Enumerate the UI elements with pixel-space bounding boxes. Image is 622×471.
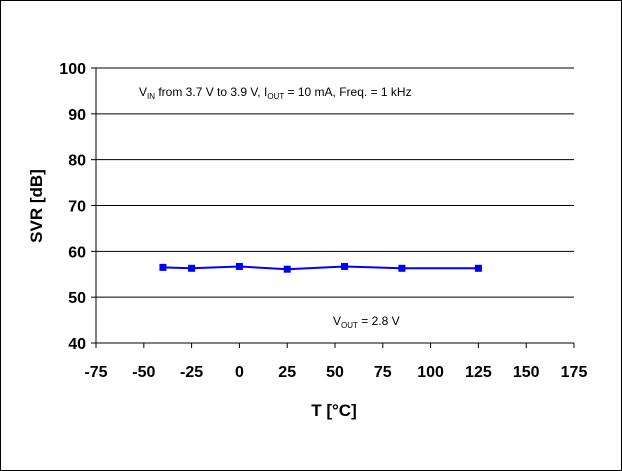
y-tick-label-100: 100 (59, 61, 86, 78)
y-tick-labels: 40 50 60 70 80 90 100 (59, 61, 86, 353)
vout-v-sub: OUT (341, 321, 358, 330)
y-axis-title: SVR [dB] (27, 169, 46, 243)
y-tick-label-70: 70 (68, 199, 86, 216)
gridlines (96, 67, 574, 298)
data-point-5 (398, 264, 406, 272)
x-tick-label-50: 50 (326, 364, 344, 381)
y-tick-label-50: 50 (68, 290, 86, 307)
conditions-i-sub: OUT (267, 92, 284, 101)
x-tick-label-175: 175 (561, 364, 588, 381)
y-tick-label-40: 40 (68, 336, 86, 353)
series-svr (159, 262, 482, 273)
conditions-annotation: VIN from 3.7 V to 3.9 V, IOUT = 10 mA, F… (139, 85, 412, 101)
conditions-mid: from 3.7 V to 3.9 V, I (155, 85, 267, 99)
x-tick-label--25: -25 (180, 364, 203, 381)
x-tick-label-0: 0 (235, 364, 244, 381)
x-tick-label-125: 125 (465, 364, 492, 381)
y-tick-label-80: 80 (68, 153, 86, 170)
x-axis-title: T [°C] (311, 401, 357, 420)
conditions-v-sub: IN (147, 92, 155, 101)
y-tick-label-90: 90 (68, 107, 86, 124)
data-point-0 (159, 263, 167, 271)
x-tick-label-100: 100 (417, 364, 444, 381)
series-line (162, 265, 479, 271)
conditions-v: V (139, 85, 147, 99)
x-tick-label-25: 25 (278, 364, 296, 381)
data-point-1 (188, 264, 196, 272)
data-point-3 (283, 265, 291, 273)
x-tick-label--50: -50 (132, 364, 155, 381)
data-point-6 (474, 264, 482, 272)
y-tick-label-60: 60 (68, 244, 86, 261)
vout-tail: = 2.8 V (358, 314, 400, 328)
axes (91, 67, 575, 348)
x-tick-label--75: -75 (84, 364, 107, 381)
conditions-tail: = 10 mA, Freq. = 1 kHz (284, 85, 411, 99)
x-tick-label-150: 150 (513, 364, 540, 381)
vout-annotation: VOUT = 2.8 V (333, 314, 400, 330)
vout-v: V (333, 314, 341, 328)
x-tick-label-75: 75 (374, 364, 392, 381)
x-tick-labels: -75 -50 -25 0 25 50 75 100 125 150 175 (84, 364, 587, 381)
data-point-4 (341, 262, 349, 270)
data-point-2 (235, 262, 243, 270)
